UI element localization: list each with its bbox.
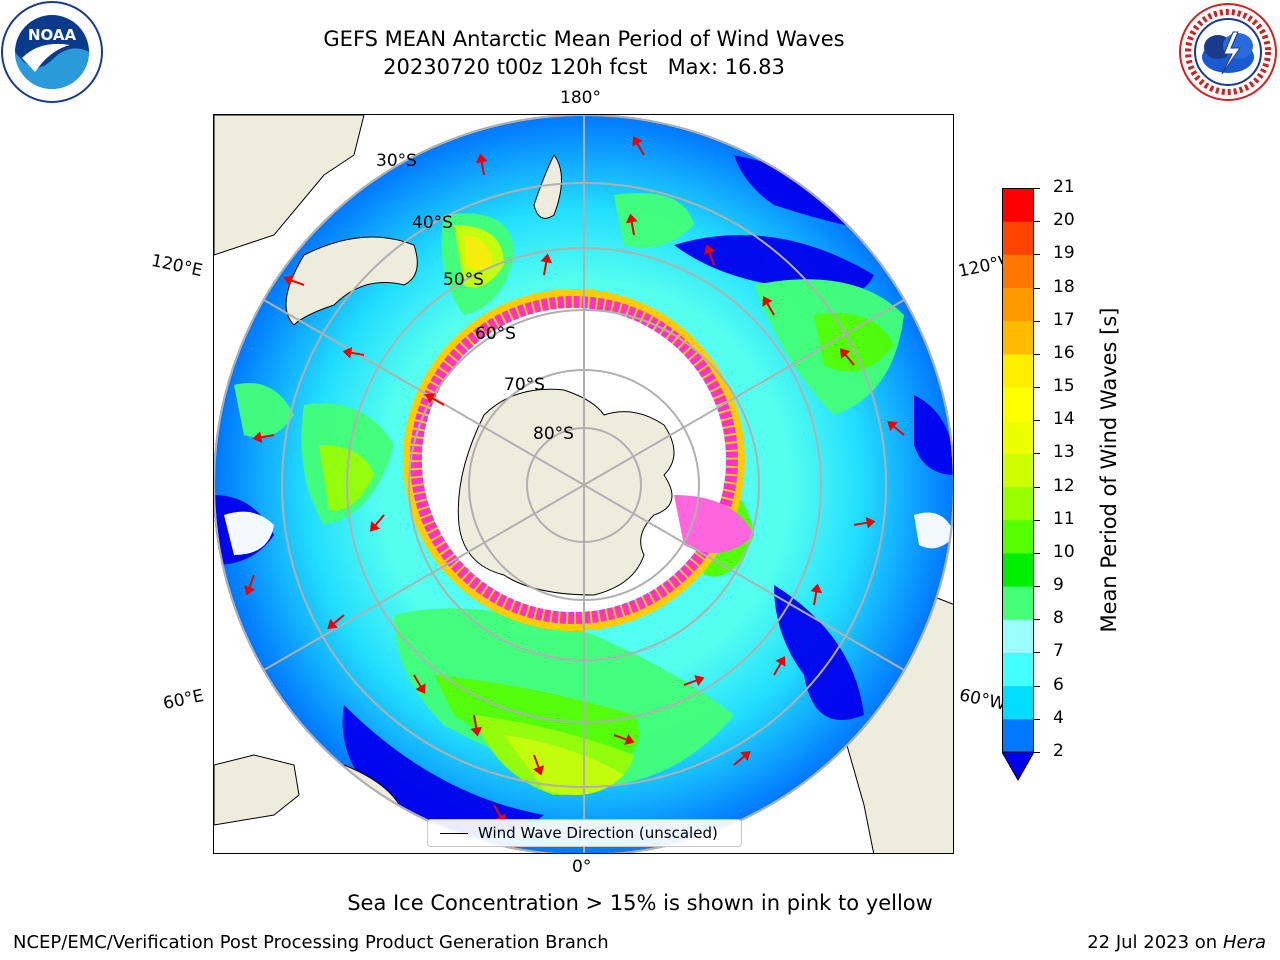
lat-label-70s: 70°S (504, 375, 545, 395)
chart-title: GEFS MEAN Antarctic Mean Period of Wind … (323, 27, 845, 51)
colorbar-segment (1002, 453, 1034, 488)
lat-label-40s: 40°S (412, 213, 453, 233)
colorbar-extend-triangle (1001, 751, 1035, 782)
lat-label-30s: 30°S (376, 151, 417, 171)
colorbar-segment (1002, 685, 1034, 720)
colorbar-tick-label: 15 (1053, 376, 1075, 397)
colorbar-segment (1002, 221, 1034, 255)
colorbar (1001, 188, 1035, 782)
colorbar-tick-mark (1034, 685, 1040, 687)
legend-label: Wind Wave Direction (unscaled) (478, 824, 718, 842)
colorbar-tick-mark (1034, 586, 1040, 588)
colorbar-segment (1002, 586, 1034, 620)
colorbar-graphic (1001, 188, 1035, 782)
colorbar-tick-mark (1034, 320, 1040, 322)
lon-label-0: 0° (572, 857, 592, 877)
noaa-logo: NOAA (0, 0, 104, 104)
colorbar-tick-mark (1034, 619, 1040, 621)
colorbar-tick-mark (1034, 453, 1040, 455)
lon-label-120e: 120°E (149, 250, 205, 282)
lon-label-60w: 60°W (957, 685, 1008, 715)
credit-date: 22 Jul 2023 on Hera (1087, 932, 1266, 953)
colorbar-tick-label: 16 (1053, 342, 1075, 363)
colorbar-tick-label: 6 (1053, 674, 1064, 695)
colorbar-tick-label: 9 (1053, 575, 1064, 596)
colorbar-tick-label: 17 (1053, 309, 1075, 330)
colorbar-segment (1002, 486, 1034, 521)
colorbar-segment (1002, 387, 1034, 421)
colorbar-tick-mark (1034, 287, 1040, 289)
colorbar-tick-mark (1034, 718, 1040, 720)
colorbar-border (1002, 188, 1034, 753)
colorbar-tick-mark (1034, 519, 1040, 521)
credit-machine: Hera (1222, 932, 1266, 953)
map-legend: Wind Wave Direction (unscaled) (427, 819, 742, 847)
colorbar-tick-label: 19 (1053, 243, 1075, 264)
noaa-logo-text: NOAA (28, 26, 77, 44)
colorbar-segment (1002, 353, 1034, 388)
colorbar-segment (1002, 519, 1034, 554)
colorbar-tick-label: 14 (1053, 409, 1075, 430)
colorbar-tick-label: 11 (1053, 508, 1075, 529)
colorbar-tick-label: 7 (1053, 641, 1064, 662)
colorbar-tick-mark (1034, 552, 1040, 554)
wind-wave-arrows (244, 136, 905, 824)
map-panel: 30°S 40°S 50°S 60°S 70°S 80°S Wind Wave … (213, 114, 954, 854)
colorbar-tick-mark (1034, 652, 1040, 654)
colorbar-segment (1002, 552, 1034, 587)
nws-logo (1178, 2, 1278, 102)
colorbar-label: Mean Period of Wind Waves [s] (1097, 307, 1121, 633)
colorbar-segment (1002, 320, 1034, 355)
colorbar-tick-label: 2 (1053, 741, 1064, 761)
colorbar-tick-mark (1034, 221, 1040, 223)
colorbar-tick-label: 12 (1053, 475, 1075, 496)
colorbar-tick-label: 21 (1053, 177, 1075, 197)
lat-label-50s: 50°S (443, 270, 484, 290)
colorbar-segment (1002, 718, 1034, 753)
colorbar-tick-label: 10 (1053, 541, 1075, 562)
colorbar-tick-label: 8 (1053, 608, 1064, 629)
colorbar-segment (1002, 287, 1034, 322)
lon-label-60e: 60°E (161, 685, 206, 715)
colorbar-segment (1002, 652, 1034, 687)
colorbar-segment (1002, 420, 1034, 454)
colorbar-tick-mark (1034, 387, 1040, 389)
lat-label-60s: 60°S (475, 324, 516, 344)
lat-label-80s: 80°S (533, 424, 574, 444)
colorbar-segment (1002, 188, 1034, 222)
colorbar-tick-label: 18 (1053, 276, 1075, 297)
colorbar-segment (1002, 619, 1034, 653)
colorbar-tick-mark (1034, 254, 1040, 256)
colorbar-tick-mark (1034, 486, 1040, 488)
colorbar-tick-mark (1034, 752, 1040, 753)
sea-ice-note: Sea Ice Concentration > 15% is shown in … (347, 891, 933, 915)
colorbar-tick-mark (1034, 188, 1040, 189)
colorbar-tick-mark (1034, 420, 1040, 422)
colorbar-tick-mark (1034, 353, 1040, 355)
colorbar-tick-label: 13 (1053, 442, 1075, 463)
graticule (214, 115, 953, 853)
colorbar-tick-label: 4 (1053, 707, 1064, 728)
credit-date-text: 22 Jul 2023 on (1087, 932, 1218, 953)
polar-map (214, 115, 953, 853)
colorbar-tick-label: 20 (1053, 210, 1075, 231)
credit-branch: NCEP/EMC/Verification Post Processing Pr… (13, 932, 609, 953)
lon-label-180: 180° (560, 88, 601, 108)
chart-subtitle: 20230720 t00z 120h fcst Max: 16.83 (383, 55, 785, 79)
legend-line-swatch (440, 832, 468, 834)
colorbar-segment (1002, 254, 1034, 289)
